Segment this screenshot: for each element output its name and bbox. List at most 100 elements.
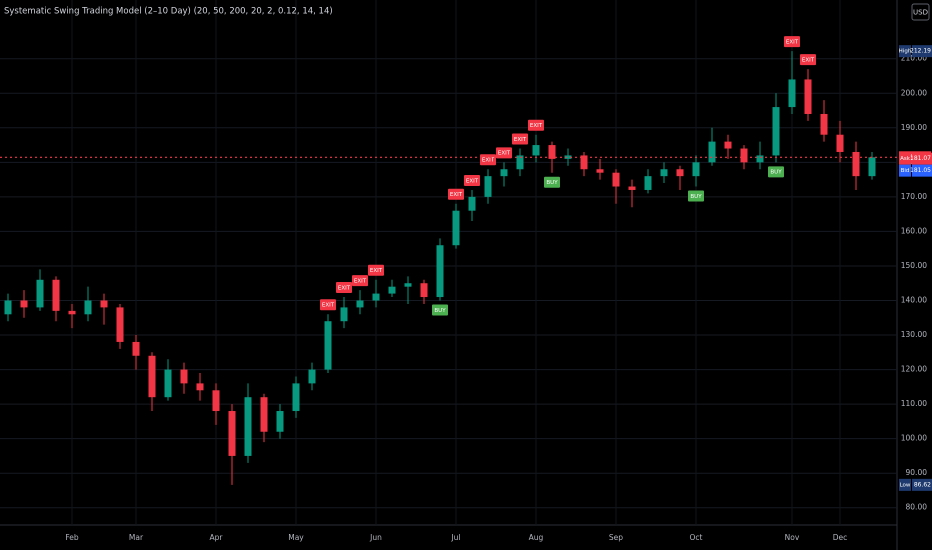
y-tick-label: 120.00 (901, 365, 927, 374)
candle-body (740, 148, 748, 163)
candle-body (4, 300, 12, 315)
price-tag-name-box (899, 164, 911, 177)
candle-body (676, 169, 684, 177)
indicator-title: Systematic Swing Trading Model (2–10 Day… (4, 7, 333, 17)
candle-body (388, 286, 396, 294)
candle-body (692, 162, 700, 177)
y-tick-label: 200.00 (901, 88, 927, 97)
candle-body (372, 293, 380, 301)
candle-body (612, 172, 620, 187)
price-tag-name: High (899, 49, 912, 55)
signal-label: EXIT (450, 192, 463, 198)
candle-body (20, 300, 28, 308)
signal-label: EXIT (530, 123, 543, 129)
candle-body (708, 141, 716, 163)
y-tick-label: 210.00 (901, 54, 927, 63)
candle-body (436, 245, 444, 298)
signal-label-box (432, 304, 448, 316)
price-tag-value: 86.62 (914, 481, 931, 488)
candle-body (660, 169, 668, 177)
overlay: EXITEXITEXITEXITBUYEXITEXITEXITEXITEXITE… (0, 36, 897, 316)
signal-label: EXIT (466, 178, 479, 184)
signal-label: EXIT (482, 158, 495, 164)
signal-label: EXIT (802, 57, 815, 63)
candle-body (564, 155, 572, 159)
y-tick-label: 90.00 (906, 468, 928, 477)
candle-body (420, 283, 428, 298)
candle-body (468, 196, 476, 211)
candle-body (724, 141, 732, 149)
signal-label: EXIT (786, 39, 799, 45)
candle-body (836, 134, 844, 152)
signal-label: BUY (434, 308, 446, 314)
candle-body (196, 383, 204, 391)
signal-label: EXIT (338, 285, 351, 291)
candle-body (804, 79, 812, 114)
x-tick-label: Apr (210, 533, 224, 542)
x-tick-label: Sep (609, 533, 623, 542)
signal-label: EXIT (370, 268, 383, 274)
candle-body (308, 369, 316, 384)
x-tick-label: Oct (690, 533, 703, 542)
x-tick-label: May (288, 533, 304, 542)
candle-body (244, 397, 252, 456)
candle-body (516, 155, 524, 170)
signal-label-box (528, 119, 544, 131)
grid (0, 0, 897, 525)
x-tick-label: Aug (529, 533, 544, 542)
x-tick-label: Nov (785, 533, 800, 542)
signal-label-box (784, 36, 800, 48)
candle-body (68, 310, 76, 315)
candle-body (484, 176, 492, 197)
signal-label-box (512, 133, 528, 145)
x-tick-label: Mar (129, 533, 144, 542)
price-tag-value: 181.07 (910, 155, 931, 162)
candle-body (100, 300, 108, 308)
price-tag-value: 212.19 (910, 48, 931, 55)
y-tick-label: 100.00 (901, 434, 927, 443)
currency-box[interactable] (911, 3, 930, 21)
signal-label: EXIT (498, 151, 511, 157)
candle-body (276, 411, 284, 432)
candle-body (452, 210, 460, 246)
price-tag-box (912, 152, 932, 165)
candle-body (868, 157, 876, 177)
candle-body (852, 151, 860, 177)
y-tick-label: 160.00 (901, 226, 927, 235)
signal-label: BUY (770, 170, 782, 176)
price-tag-name: Ask (900, 156, 911, 162)
price-tag-name: Low (900, 482, 911, 488)
candle-body (36, 279, 44, 308)
candle-body (644, 176, 652, 190)
y-tick-label: 130.00 (901, 330, 927, 339)
currency[interactable]: USD (913, 9, 928, 17)
candle-body (580, 155, 588, 170)
price-tag-value: 181.05 (910, 167, 931, 174)
candle-body (356, 300, 364, 308)
candle-body (532, 145, 540, 156)
signal-label-box (464, 174, 480, 186)
candle-body (164, 369, 172, 398)
price-tag-name: Bid (901, 168, 910, 174)
signal-label-box (544, 176, 560, 188)
candles (4, 51, 876, 485)
signal-label-box (496, 147, 512, 159)
x-tick-label: Jul (450, 533, 460, 542)
price-tag-box (912, 45, 932, 58)
signal-label-box (320, 299, 336, 311)
candle-body (788, 79, 796, 108)
signal-label: BUY (546, 180, 558, 186)
x-tick-label: Dec (833, 533, 848, 542)
price-tag-name-box (899, 152, 911, 165)
candle-body (52, 279, 60, 311)
x-tick-label: Jun (369, 533, 382, 542)
y-tick-label: 150.00 (901, 261, 927, 270)
candle-body (116, 307, 124, 342)
candle-body (212, 390, 220, 412)
signal-label-box (352, 275, 368, 287)
candle-body (132, 341, 140, 356)
x-tick-label: Feb (65, 533, 79, 542)
candle-body (228, 411, 236, 456)
